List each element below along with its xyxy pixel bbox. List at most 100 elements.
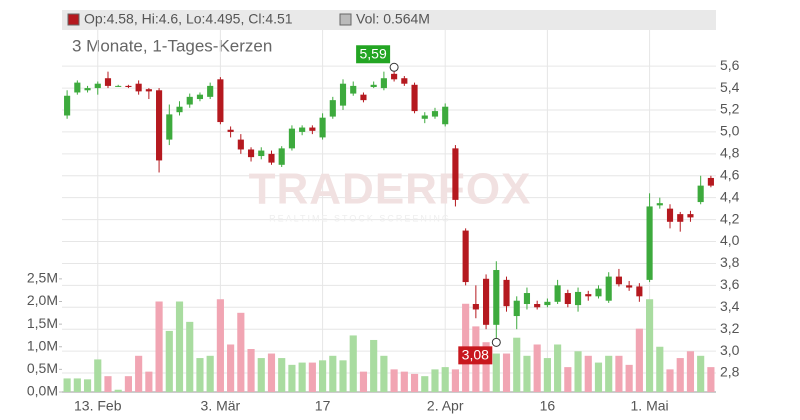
volume-bar (227, 344, 235, 392)
volume-bar (237, 312, 245, 392)
y-tick-label: 5,6 (720, 57, 740, 73)
candle-body (339, 83, 347, 106)
volume-bar (554, 344, 562, 392)
volume-bar (533, 344, 541, 392)
candle-body (217, 79, 224, 123)
candle-body (687, 214, 694, 218)
volume-bar (492, 353, 500, 392)
annotation-label: 5,59 (359, 45, 386, 61)
candle-body (125, 85, 132, 87)
candle-body (534, 303, 541, 308)
volume-bar (288, 364, 296, 392)
legend-swatch-price (67, 13, 80, 26)
candle-body (350, 85, 357, 94)
volume-bar (523, 355, 531, 392)
candle-body (513, 300, 520, 317)
volume-bar (370, 339, 378, 392)
y-tick-label: 4,0 (720, 232, 740, 248)
candle-body (104, 78, 112, 86)
legend-volume: Vol: 0.564M (356, 11, 430, 27)
volume-bar (615, 355, 623, 392)
volume-bar (451, 369, 459, 392)
y-tick-label: 4,2 (720, 210, 740, 226)
candle-body (380, 78, 387, 89)
candle-body (472, 303, 479, 310)
volume-bar (646, 299, 654, 392)
x-tick-label: 16 (540, 398, 556, 414)
candle-body (401, 78, 408, 84)
candle-body (258, 150, 265, 157)
volume-bar (63, 378, 71, 392)
volume-bar (594, 362, 603, 392)
volume-bar (104, 376, 112, 392)
volume-bar (155, 301, 163, 392)
volume-bar (584, 355, 592, 392)
candle-body (574, 291, 582, 306)
y-tick-label: 2,8 (720, 364, 740, 380)
volume-bar (686, 351, 695, 392)
candle-body (309, 127, 316, 131)
candle-body (462, 230, 469, 283)
candle-body (299, 127, 306, 132)
watermark-title: TRADERFOX (249, 165, 532, 214)
volume-bar (186, 321, 194, 392)
candle-body (135, 83, 142, 92)
candle-body (227, 129, 234, 132)
volume-bar (359, 371, 368, 392)
annotation-marker (389, 62, 399, 72)
y2-tick-label: 0,5M (27, 360, 58, 376)
y2-tick-label: 1,5M (27, 315, 58, 331)
volume-bar (124, 376, 132, 392)
volume-bar (145, 371, 153, 392)
volume-bar (308, 362, 316, 392)
volume-bar (257, 358, 265, 392)
volume-bar (502, 353, 511, 392)
volume-bar (400, 371, 408, 392)
candle-body (595, 288, 602, 297)
volume-bar (410, 373, 419, 392)
x-tick-label: 1. Mai (631, 398, 669, 414)
volume-bar (656, 346, 664, 392)
legend-price: Op:4.58, Hi:4.6, Lo:4.495, Cl:4.51 (84, 11, 293, 27)
volume-bar (267, 353, 276, 392)
volume-bar (206, 355, 214, 392)
candle-body (615, 276, 622, 285)
candle-body (176, 106, 183, 113)
volume-bar (349, 335, 357, 392)
volume-bar (216, 299, 224, 392)
candle-body (564, 293, 571, 304)
volume-bar (135, 355, 143, 392)
candle-body (196, 94, 204, 100)
candle-body (544, 301, 551, 306)
annotation-box (458, 346, 493, 365)
volume-bar (635, 328, 643, 392)
volume-bar (513, 337, 521, 392)
watermark-tagline: REALTIME STOCK SCREENING (269, 213, 451, 223)
candle-body (370, 84, 377, 87)
volume-bar (431, 369, 439, 392)
volume-bar (73, 378, 81, 392)
volume-bar (543, 358, 551, 392)
volume-bar (175, 301, 184, 392)
y-tick-label: 5,2 (720, 101, 740, 117)
volume-bar (94, 359, 102, 392)
candle-body (237, 139, 244, 150)
volume-bar (329, 355, 337, 392)
candle-body (483, 278, 490, 325)
candle-body (605, 276, 612, 301)
candle-body (84, 88, 91, 91)
y-tick-label: 3,8 (720, 254, 740, 270)
candle-body (360, 94, 367, 101)
volume-bar (165, 330, 173, 392)
candle-body (431, 111, 439, 117)
y-tick-label: 4,6 (720, 166, 740, 182)
legend-bar (62, 10, 716, 30)
y-tick-label: 3,6 (720, 276, 740, 292)
candle-body (288, 128, 295, 149)
volume-bar (441, 367, 449, 392)
volume-bar (707, 367, 715, 392)
y2-tick-label: 2,0M (27, 292, 58, 308)
annotation-label: 3,08 (462, 347, 489, 363)
candle-body (207, 85, 214, 97)
